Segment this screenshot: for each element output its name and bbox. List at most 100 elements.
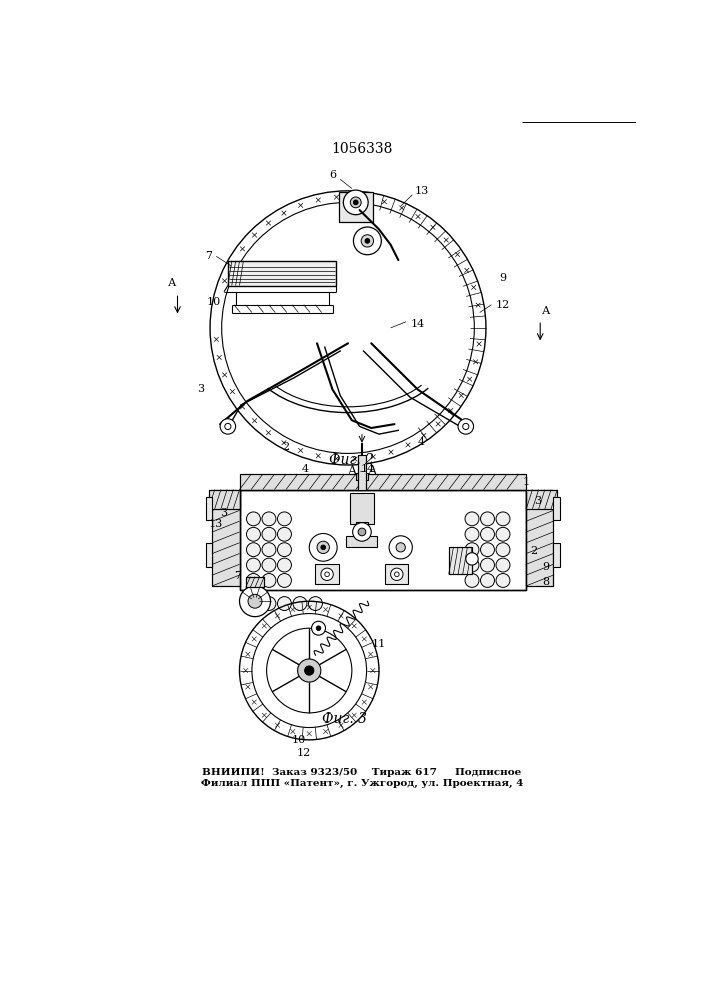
Circle shape <box>309 533 337 561</box>
Bar <box>240 490 526 590</box>
Circle shape <box>220 419 235 434</box>
Bar <box>526 490 557 509</box>
Bar <box>206 497 212 520</box>
Text: 4: 4 <box>302 464 309 474</box>
Text: 8: 8 <box>542 577 549 587</box>
Text: 7: 7 <box>235 571 242 581</box>
Circle shape <box>316 626 321 631</box>
Bar <box>212 490 240 586</box>
Bar <box>240 474 526 490</box>
Circle shape <box>277 543 291 557</box>
Text: Фиг. 3: Фиг. 3 <box>322 712 367 726</box>
Circle shape <box>321 568 333 580</box>
Circle shape <box>247 574 260 587</box>
Text: 9: 9 <box>499 273 506 283</box>
Circle shape <box>354 227 381 255</box>
Bar <box>554 497 559 520</box>
Circle shape <box>248 594 262 608</box>
Bar <box>346 536 378 547</box>
Circle shape <box>351 197 361 208</box>
Bar <box>212 490 240 586</box>
Text: 4: 4 <box>418 437 425 447</box>
Bar <box>246 577 264 587</box>
Text: 1056338: 1056338 <box>332 142 392 156</box>
Text: А: А <box>168 278 176 288</box>
Bar <box>206 543 212 567</box>
Bar <box>526 490 557 509</box>
Text: Филиал ППП «Патент», г. Ужгород, ул. Проектная, 4: Филиал ППП «Патент», г. Ужгород, ул. Про… <box>201 779 523 788</box>
Circle shape <box>481 558 494 572</box>
Circle shape <box>481 574 494 587</box>
Circle shape <box>262 512 276 526</box>
Circle shape <box>344 190 368 215</box>
Text: 13: 13 <box>414 186 428 196</box>
Bar <box>228 261 337 286</box>
Bar <box>449 547 472 574</box>
Text: 2: 2 <box>530 546 537 556</box>
Circle shape <box>247 527 260 541</box>
Bar <box>385 564 409 584</box>
Circle shape <box>277 558 291 572</box>
Text: 12: 12 <box>297 748 311 758</box>
Circle shape <box>308 597 322 610</box>
Bar <box>356 522 368 537</box>
Circle shape <box>365 239 370 243</box>
Text: 14: 14 <box>361 464 375 474</box>
Circle shape <box>481 512 494 526</box>
Text: 3: 3 <box>221 508 228 518</box>
Bar <box>315 564 339 584</box>
Circle shape <box>298 659 321 682</box>
Circle shape <box>465 512 479 526</box>
Circle shape <box>496 543 510 557</box>
Circle shape <box>277 512 291 526</box>
Text: 10: 10 <box>207 297 221 307</box>
Circle shape <box>262 527 276 541</box>
Text: ВНИИПИ!  Заказ 9323/50    Тираж 617     Подписное: ВНИИПИ! Заказ 9323/50 Тираж 617 Подписно… <box>202 768 522 777</box>
Circle shape <box>354 200 358 205</box>
Text: 9: 9 <box>542 562 549 572</box>
Circle shape <box>262 558 276 572</box>
Circle shape <box>481 527 494 541</box>
Bar <box>240 490 526 590</box>
Circle shape <box>466 553 478 565</box>
Text: 11: 11 <box>372 639 386 649</box>
Circle shape <box>247 543 260 557</box>
Text: А: А <box>542 306 551 316</box>
Text: 6: 6 <box>329 170 336 180</box>
Circle shape <box>293 597 307 610</box>
Bar <box>554 543 559 567</box>
Circle shape <box>465 574 479 587</box>
Circle shape <box>240 586 271 617</box>
Bar <box>209 490 240 509</box>
Circle shape <box>262 597 276 610</box>
Circle shape <box>262 574 276 587</box>
Circle shape <box>247 512 260 526</box>
Bar <box>351 493 373 524</box>
Bar <box>449 547 472 574</box>
Text: 7: 7 <box>205 251 212 261</box>
Text: Фиг. 2: Фиг. 2 <box>329 453 375 467</box>
Circle shape <box>321 545 325 550</box>
Bar <box>358 455 366 490</box>
Circle shape <box>496 527 510 541</box>
Circle shape <box>396 543 405 552</box>
Circle shape <box>389 536 412 559</box>
Circle shape <box>481 543 494 557</box>
Bar <box>356 473 368 480</box>
Circle shape <box>353 523 371 541</box>
Circle shape <box>262 543 276 557</box>
Circle shape <box>277 597 291 610</box>
Bar <box>240 474 526 490</box>
Text: A - A: A - A <box>347 465 377 478</box>
Text: 13: 13 <box>209 519 223 529</box>
Text: 14: 14 <box>411 319 425 329</box>
Circle shape <box>458 419 474 434</box>
Text: 2: 2 <box>282 442 290 452</box>
Circle shape <box>361 235 373 247</box>
Circle shape <box>317 541 329 554</box>
Text: 12: 12 <box>496 300 510 310</box>
Circle shape <box>496 512 510 526</box>
Circle shape <box>358 528 366 536</box>
Text: 3: 3 <box>534 496 542 506</box>
Bar <box>526 490 554 586</box>
